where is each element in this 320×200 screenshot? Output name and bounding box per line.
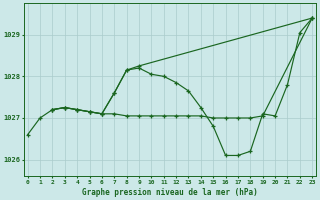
X-axis label: Graphe pression niveau de la mer (hPa): Graphe pression niveau de la mer (hPa) xyxy=(82,188,258,197)
